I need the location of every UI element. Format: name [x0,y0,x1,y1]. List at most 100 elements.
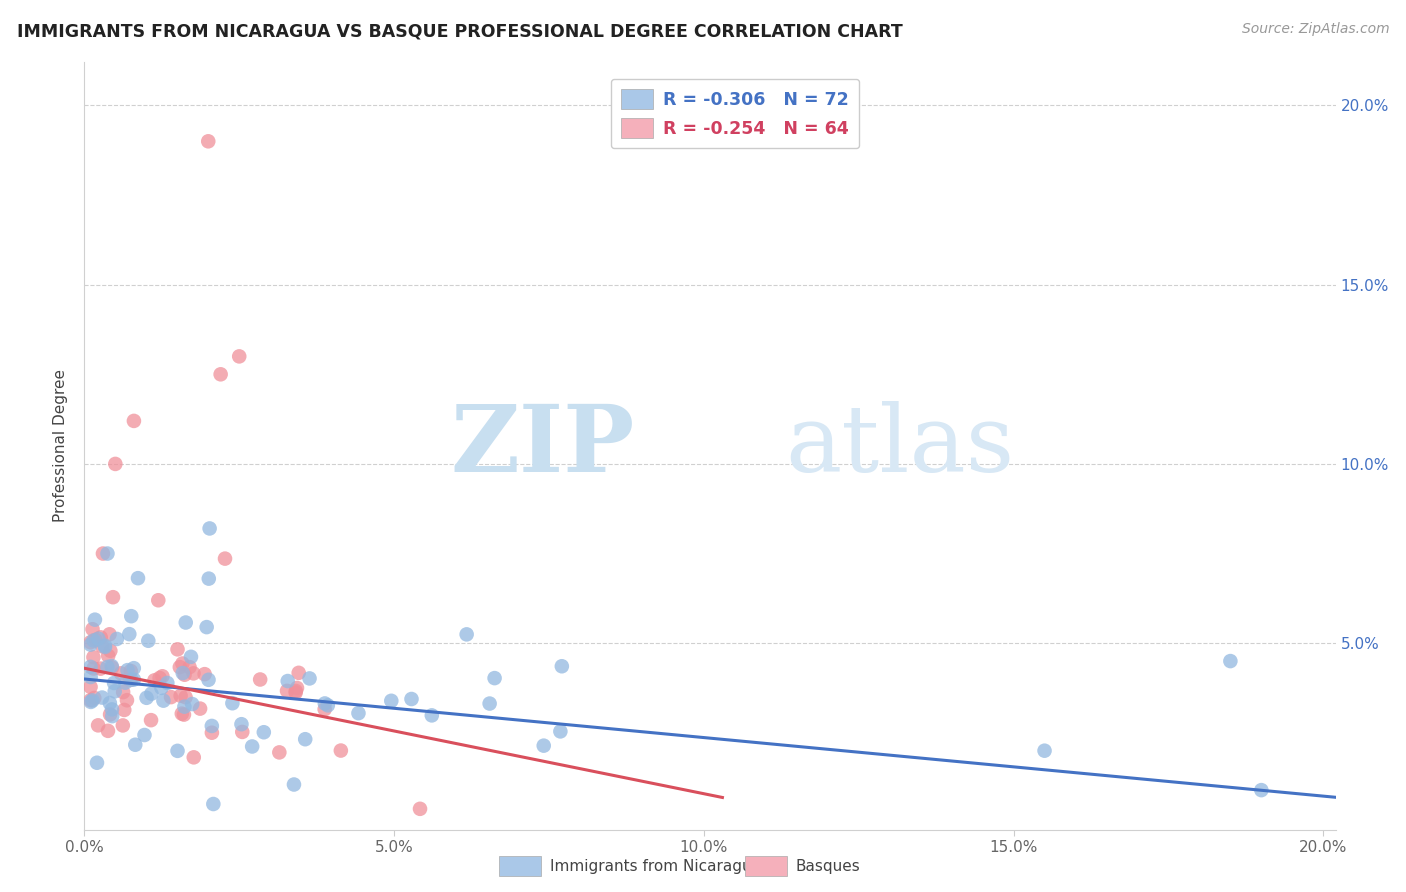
Point [101,660,124,674]
Point [166,744,188,758]
Point [231,717,253,731]
Point [114,675,136,690]
Point [550,724,572,739]
Point [1033,744,1056,758]
Point [221,696,243,710]
Point [380,694,402,708]
Point [298,672,321,686]
Point [287,665,309,680]
Point [80,695,103,709]
Point [104,684,127,698]
Point [484,671,506,685]
Point [277,673,299,688]
Point [117,663,139,677]
Point [148,593,170,607]
Point [122,661,145,675]
Point [174,690,197,705]
Point [201,719,224,733]
Point [82,693,104,707]
Point [201,725,224,739]
Point [401,692,423,706]
Point [1219,654,1241,668]
Point [456,627,478,641]
Point [84,613,107,627]
Point [103,676,125,690]
Text: Basques: Basques [796,859,860,873]
Point [135,690,157,705]
Point [118,673,141,687]
Point [79,693,101,707]
Point [294,732,316,747]
Point [152,693,174,707]
Point [139,713,162,727]
Point [101,709,124,723]
Point [231,725,253,739]
Point [101,591,124,605]
Point [94,639,117,653]
Point [180,649,202,664]
Point [87,632,110,646]
Point [551,659,574,673]
Point [314,697,336,711]
Point [284,685,307,699]
Point [173,707,195,722]
Point [124,738,146,752]
Point [420,708,443,723]
Point [118,627,141,641]
Point [228,350,250,364]
Point [160,690,183,705]
Point [214,551,236,566]
Point [120,609,142,624]
Point [179,660,201,674]
Legend: R = -0.306   N = 72, R = -0.254   N = 64: R = -0.306 N = 72, R = -0.254 N = 64 [612,78,859,148]
Point [84,632,107,647]
Point [97,648,120,663]
Point [112,703,135,717]
Point [96,660,118,674]
Point [285,681,308,695]
Point [195,620,218,634]
Point [87,718,110,732]
Point [98,707,121,722]
Point [134,728,156,742]
Point [169,660,191,674]
Point [150,681,173,695]
Point [283,777,305,791]
Point [198,521,221,535]
Point [79,660,101,674]
Text: ZIP: ZIP [451,401,636,491]
Point [86,756,108,770]
Point [79,635,101,649]
Point [240,739,263,754]
Point [120,664,142,678]
Point [152,669,174,683]
Point [98,644,121,658]
Point [96,547,118,561]
Point [173,667,195,681]
Point [533,739,555,753]
Point [329,743,352,757]
Point [83,633,105,648]
Point [111,718,134,732]
Point [98,696,121,710]
Point [94,640,117,654]
Point [79,680,101,694]
Point [115,693,138,707]
Point [143,673,166,688]
Point [166,642,188,657]
Point [79,670,101,684]
Text: Immigrants from Nicaragua: Immigrants from Nicaragua [550,859,761,873]
Point [79,638,101,652]
Point [202,797,225,811]
Point [98,627,121,641]
Point [101,702,124,716]
Point [97,723,120,738]
Point [169,689,191,703]
Point [284,684,307,698]
Point [347,706,370,721]
Y-axis label: Professional Degree: Professional Degree [53,369,69,523]
Point [316,698,339,713]
Point [249,673,271,687]
Point [91,690,114,705]
Point [170,706,193,721]
